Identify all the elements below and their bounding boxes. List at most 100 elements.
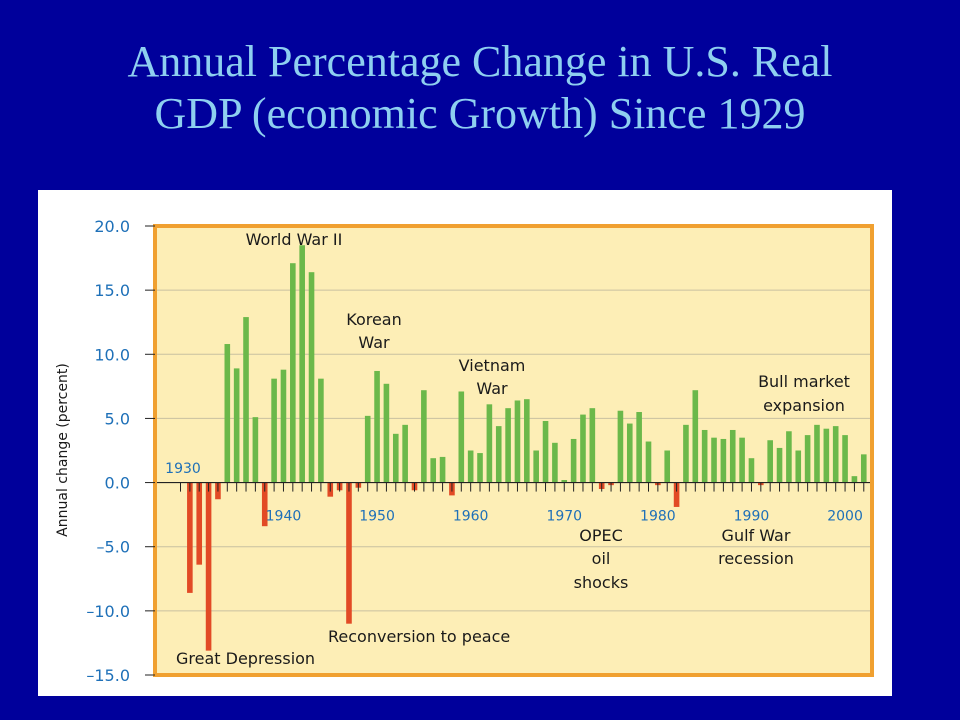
bar-1967 — [533, 450, 539, 483]
bar-1966 — [524, 399, 530, 483]
annotation-great-depression: Great Depression — [176, 649, 315, 668]
bar-1968 — [542, 420, 549, 483]
annotation-reconversion: Reconversion to peace — [328, 627, 510, 646]
slide-title: Annual Percentage Change in U.S. Real GD… — [0, 36, 960, 140]
y-tick-label: 0.0 — [105, 474, 130, 493]
bar-1960 — [467, 450, 474, 483]
plot-area — [155, 226, 872, 675]
bar-1992 — [767, 440, 773, 483]
x-tick-label-1970: 1970 — [546, 509, 582, 525]
annotation-opec-line-2: oil — [592, 549, 611, 568]
x-tick-label-1940: 1940 — [266, 509, 302, 525]
bar-1949 — [364, 415, 371, 483]
bar-1976 — [617, 410, 624, 483]
bar-1953 — [402, 424, 408, 483]
bar-1981 — [664, 450, 671, 483]
annotation-vietnam-war-line-1: Vietnam — [459, 356, 526, 375]
bar-1995 — [795, 450, 802, 483]
x-tick-label-1990: 1990 — [734, 509, 770, 525]
chart-panel: 1940 1950 1960 1970 1980 1990 2000 20.0 15.0 10.… — [38, 190, 892, 696]
bar-1963 — [495, 426, 502, 483]
annotation-gulf-war-line-2: recession — [718, 549, 794, 568]
annotation-vietnam-war-line-2: War — [476, 379, 508, 398]
bar-1996 — [804, 435, 811, 483]
annotation-korean-war-line-2: War — [358, 333, 390, 352]
bar-1987 — [720, 438, 727, 483]
bar-2001 — [851, 476, 858, 483]
bar-1988 — [729, 429, 736, 483]
bar-1986 — [711, 437, 717, 483]
bar-1959 — [458, 391, 465, 483]
plot-frame — [153, 224, 874, 677]
bar-2002 — [860, 454, 867, 483]
bar-1971 — [570, 438, 577, 483]
slide-title-line-1: Annual Percentage Change in U.S. Real — [127, 37, 833, 86]
bar-1973 — [589, 408, 596, 483]
bar-1944 — [318, 378, 324, 483]
y-tick-label: –15.0 — [86, 666, 130, 685]
y-tick-label: 10.0 — [94, 345, 130, 364]
bar-1978 — [636, 412, 642, 483]
bar-1950 — [374, 370, 380, 483]
bar-1942 — [299, 245, 305, 483]
bar-1972 — [580, 414, 586, 483]
x-tick-label-1960: 1960 — [453, 509, 489, 525]
bar-1970 — [561, 480, 568, 483]
bar-1943 — [308, 272, 315, 483]
annotation-gulf-war-line-1: Gulf War — [722, 526, 791, 545]
bar-1931 — [196, 482, 203, 565]
bar-1941 — [290, 263, 296, 483]
annotation-bull-market-line-1: Bull market — [758, 372, 850, 391]
bar-1930 — [187, 482, 193, 593]
bar-1998 — [823, 428, 830, 483]
bar-1989 — [739, 437, 745, 483]
annotation-world-war-ii: World War II — [246, 230, 343, 249]
bar-1938 — [261, 482, 268, 527]
bar-1979 — [645, 441, 652, 483]
bar-1940 — [280, 369, 287, 483]
x-tick-label-1980: 1980 — [640, 509, 676, 525]
x-tick-label-1950: 1950 — [359, 509, 395, 525]
annotation-korean-war-line-1: Korean — [346, 310, 402, 329]
annotation-bull-market-line-2: expansion — [763, 396, 845, 415]
bar-1955 — [421, 390, 427, 483]
bar-1984 — [692, 390, 699, 483]
bar-1982 — [673, 482, 680, 507]
annotation-opec-line-3: shocks — [574, 573, 629, 592]
bar-1990 — [748, 458, 755, 483]
bar-1961 — [477, 453, 483, 483]
x-tick-layer: 1940 1950 1960 1970 1980 1990 2000 — [155, 481, 872, 525]
bar-1947 — [346, 482, 352, 624]
bar-1993 — [776, 447, 783, 483]
y-tick-layer: 20.0 15.0 10.0 5.0 0.0 –5.0 –10.0 –15.0 — [86, 217, 155, 685]
bar-1957 — [439, 456, 446, 483]
y-tick-label: –10.0 — [86, 602, 130, 621]
bar-1977 — [626, 423, 633, 483]
bar-1964 — [505, 408, 511, 483]
bar-1983 — [683, 424, 689, 483]
bar-1962 — [486, 404, 493, 483]
bar-1994 — [786, 431, 792, 483]
y-tick-label: 15.0 — [94, 281, 130, 300]
bar-1936 — [243, 317, 249, 483]
bar-1935 — [233, 368, 240, 483]
y-axis-label: Annual change (percent) — [55, 363, 71, 537]
bar-1934 — [224, 344, 231, 483]
bar-1985 — [701, 429, 708, 483]
bar-1932 — [205, 482, 212, 651]
bar-1997 — [814, 424, 820, 483]
bar-1956 — [430, 458, 437, 483]
bar-1937 — [252, 417, 259, 483]
bar-1999 — [832, 426, 839, 483]
slide-title-line-2: GDP (economic Growth) Since 1929 — [154, 89, 806, 138]
y-tick-label: –5.0 — [97, 538, 130, 557]
bar-1952 — [392, 433, 399, 483]
bar-1939 — [271, 378, 277, 483]
bar-1965 — [514, 400, 521, 483]
annotation-opec-line-1: OPEC — [579, 526, 623, 545]
x-tick-label-2000: 2000 — [827, 509, 863, 525]
x-start-label: 1930 — [165, 461, 201, 477]
bar-2000 — [842, 435, 848, 483]
y-tick-label: 5.0 — [105, 409, 130, 428]
bar-1951 — [383, 383, 390, 483]
